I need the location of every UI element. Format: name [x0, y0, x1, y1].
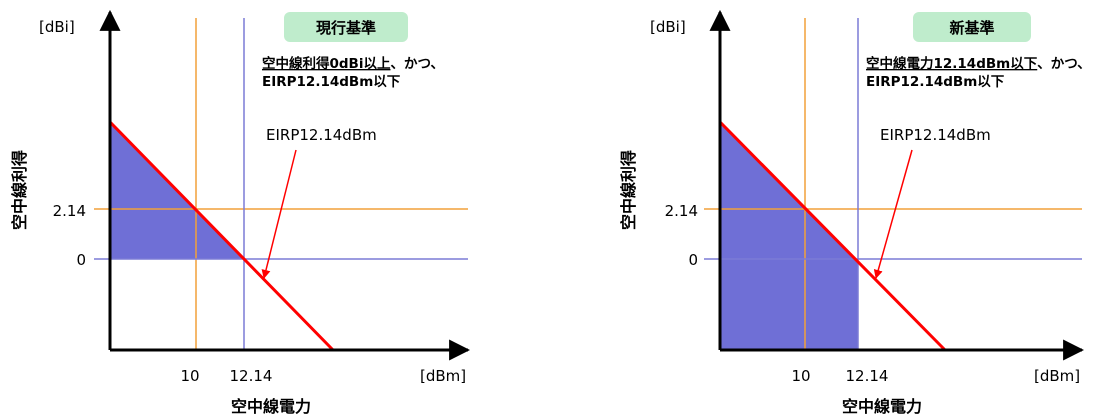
tick-x-12-14: 12.14 [230, 367, 273, 385]
tick-y-2-14: 2.14 [665, 202, 698, 220]
condition-note-line1: 空中線利得0dBi以上、かつ、 [262, 55, 444, 72]
x-unit-label: [dBm] [420, 367, 466, 385]
y-axis-title: 空中線利得 [10, 150, 29, 230]
badge-label: 新基準 [949, 19, 994, 37]
badge-background [284, 12, 408, 42]
eirp-line [108, 120, 335, 352]
tick-y-0: 0 [688, 251, 698, 269]
eirp-label: EIRP12.14dBm [880, 126, 991, 144]
x-axis-title: 空中線電力 [231, 397, 311, 416]
badge-label: 現行基準 [316, 19, 376, 37]
badge-background [913, 12, 1031, 42]
condition-note-line2: EIRP12.14dBm以下 [262, 74, 401, 90]
tick-y-2-14: 2.14 [53, 202, 86, 220]
tick-x-10: 10 [180, 367, 199, 385]
eirp-label: EIRP12.14dBm [266, 126, 377, 144]
panel-new-standard: 新基準 空中線電力12.14dBm以下、かつ、 EIRP12.14dBm以下 E… [619, 9, 1091, 416]
y-unit-label: [dBi] [650, 18, 686, 36]
x-axis-title: 空中線電力 [842, 397, 922, 416]
y-unit-label: [dBi] [39, 18, 75, 36]
eirp-line [718, 120, 947, 352]
condition-rest: 、かつ、 [1037, 56, 1090, 72]
x-unit-label: [dBm] [1034, 367, 1080, 385]
eirp-pointer-arrow [261, 149, 297, 279]
condition-rest: 、かつ、 [390, 56, 443, 72]
tick-y-0: 0 [76, 251, 86, 269]
allowed-region [720, 122, 858, 350]
condition-note-line1: 空中線電力12.14dBm以下、かつ、 [866, 55, 1091, 72]
eirp-pointer-arrow [873, 149, 913, 279]
condition-underlined: 空中線利得0dBi以上 [262, 55, 391, 72]
tick-x-10: 10 [791, 367, 810, 385]
condition-note-line2: EIRP12.14dBm以下 [866, 74, 1005, 90]
tick-x-12-14: 12.14 [846, 367, 889, 385]
condition-underlined: 空中線電力12.14dBm以下 [866, 55, 1038, 72]
y-axis-title: 空中線利得 [619, 150, 638, 230]
panel-current-standard: 現行基準 空中線利得0dBi以上、かつ、 EIRP12.14dBm以下 EIRP… [10, 9, 471, 416]
